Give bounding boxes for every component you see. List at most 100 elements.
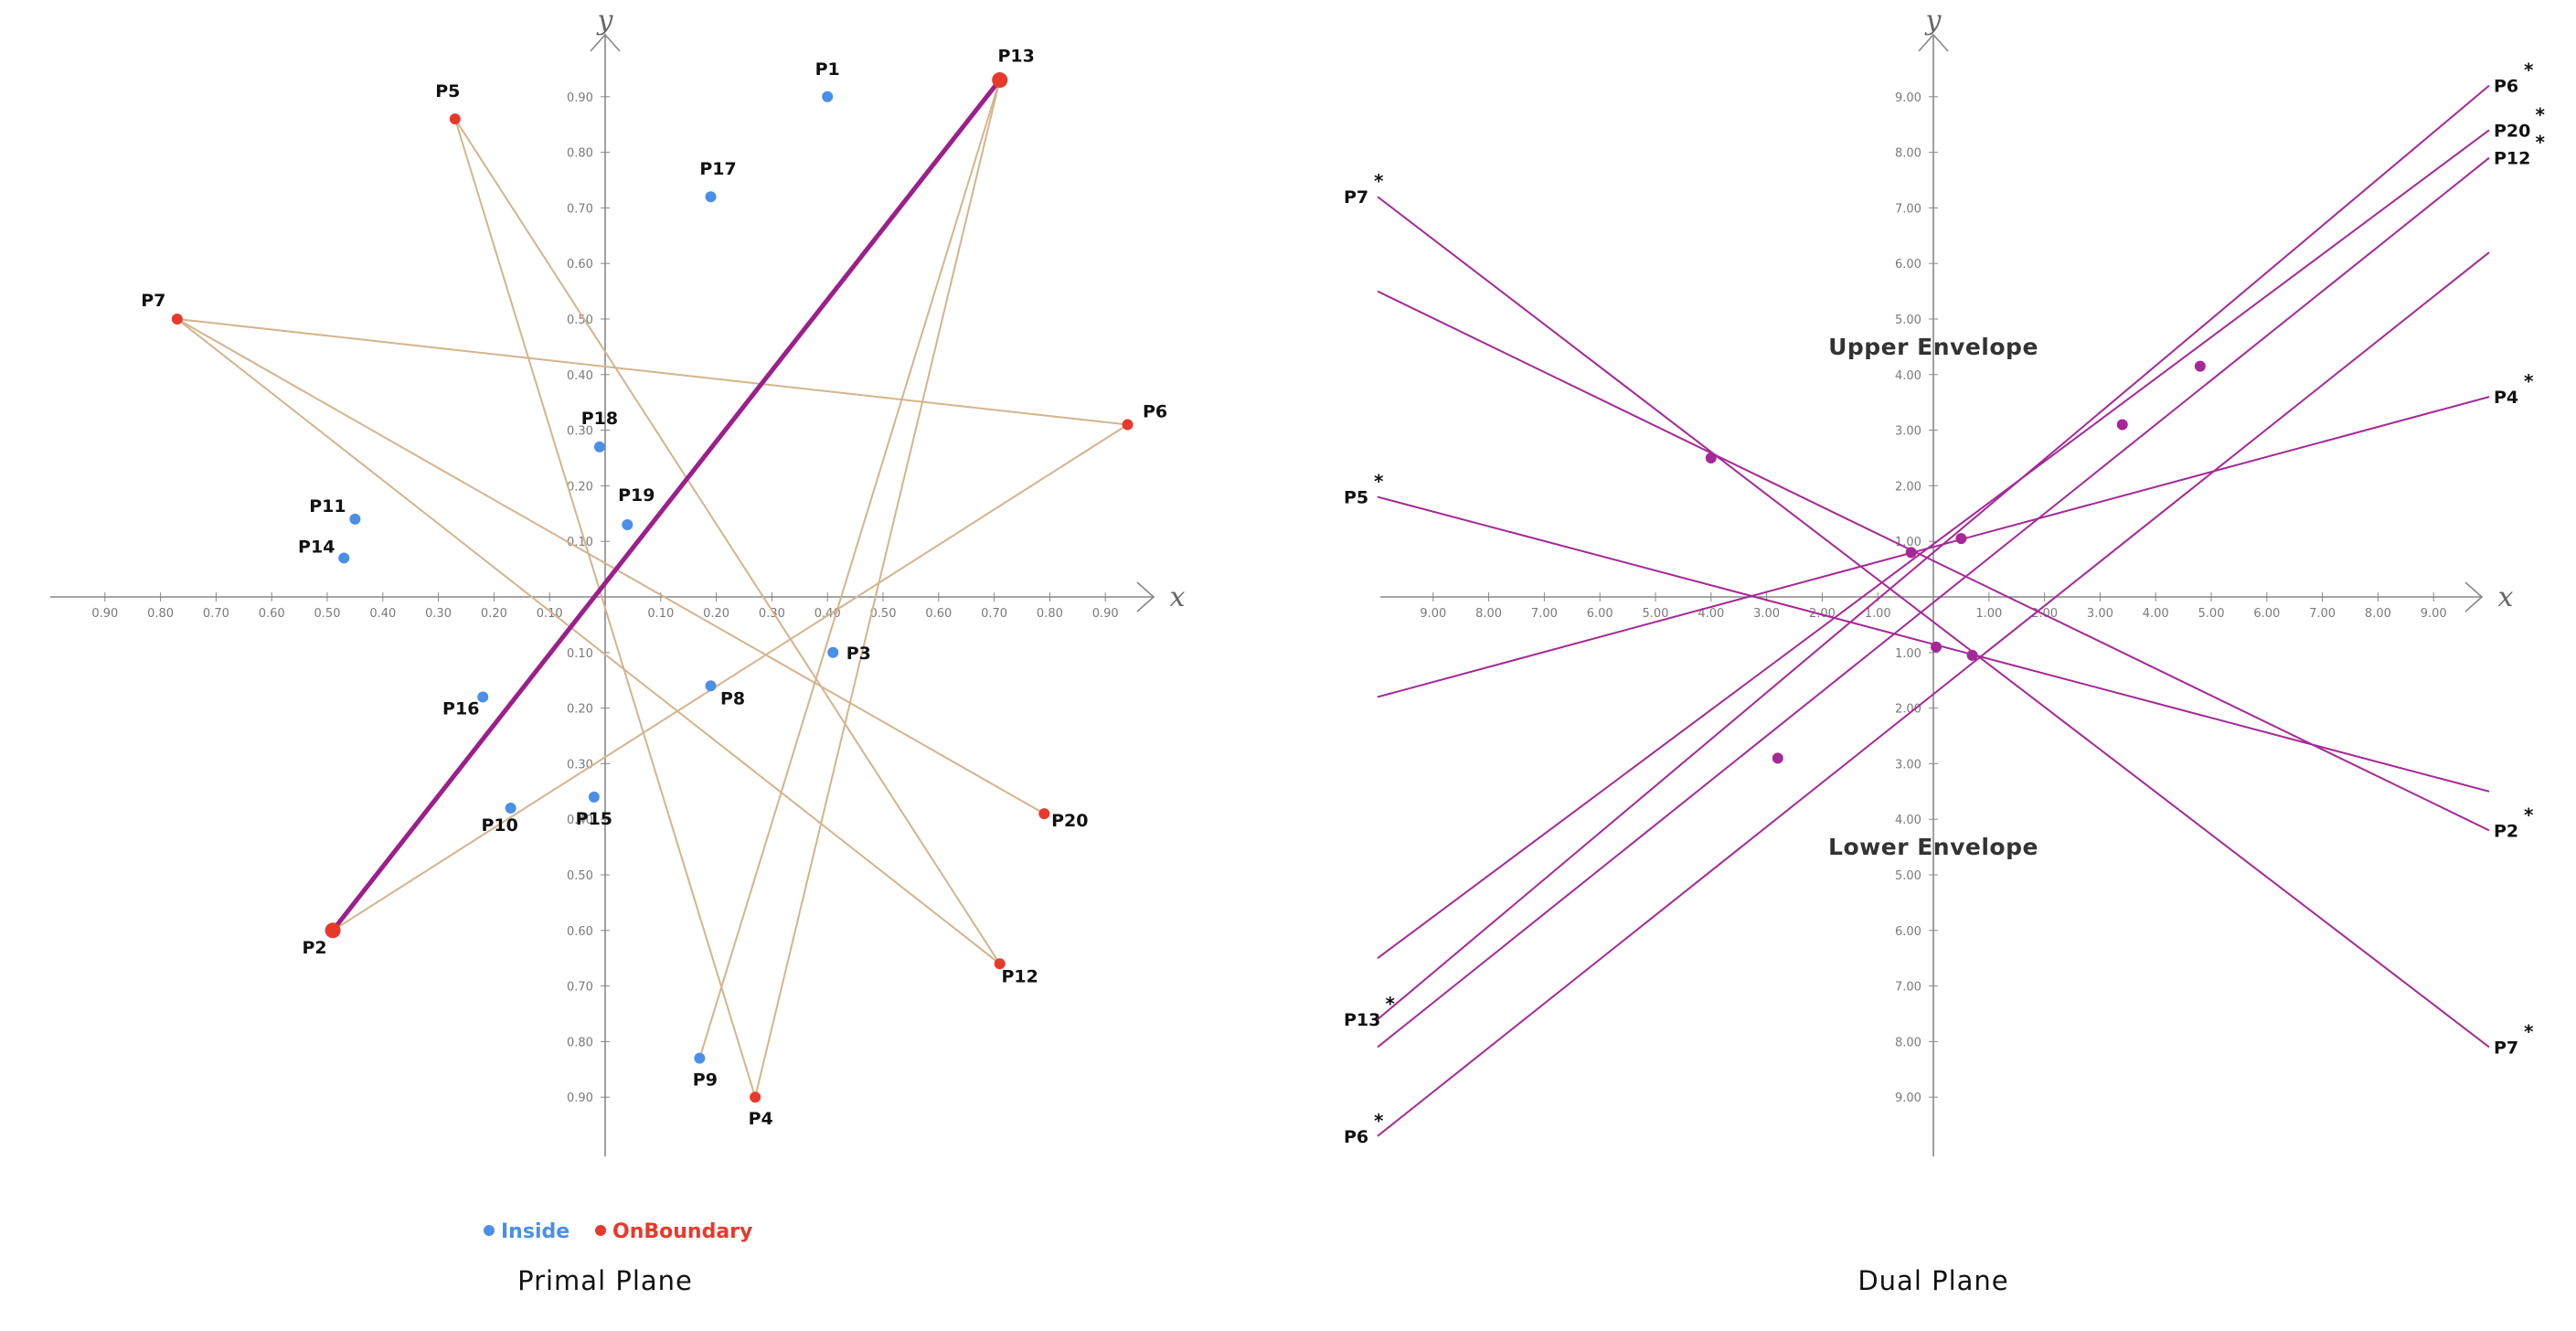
point-p7 bbox=[171, 314, 183, 325]
y-tick-label: 5.00 bbox=[1895, 314, 1921, 327]
dual-line-label-star: * bbox=[1374, 170, 1384, 192]
y-tick-label: 8.00 bbox=[1895, 1036, 1921, 1049]
point-label-p3: P3 bbox=[846, 644, 871, 664]
x-tick-label: 0.60 bbox=[925, 607, 952, 621]
point-label-p8: P8 bbox=[720, 688, 745, 708]
envelope-vertex-3 bbox=[2116, 419, 2128, 431]
x-tick-label: 0.30 bbox=[759, 607, 785, 621]
dual-line-label-p7-right: P7 bbox=[2494, 1038, 2518, 1058]
legend-inside-label: Inside bbox=[501, 1220, 569, 1243]
point-label-p2: P2 bbox=[303, 938, 327, 958]
envelope-vertex-4 bbox=[2194, 360, 2206, 372]
dual-line-label-star: * bbox=[1374, 1110, 1384, 1132]
primal-caption: Primal Plane bbox=[517, 1265, 693, 1296]
point-p19 bbox=[622, 518, 633, 530]
point-label-p16: P16 bbox=[442, 698, 479, 719]
point-p15 bbox=[588, 791, 600, 803]
y-tick-label: 7.00 bbox=[1895, 202, 1921, 216]
x-tick-label: 0.80 bbox=[147, 607, 174, 621]
point-label-p10: P10 bbox=[481, 815, 517, 836]
x-tick-label: 0.10 bbox=[647, 607, 674, 621]
y-tick-label: 9.00 bbox=[1895, 91, 1921, 105]
hull-edge-p5-p12 bbox=[453, 118, 1001, 964]
y-tick-label: 0.30 bbox=[567, 425, 593, 439]
y-tick-label: 5.00 bbox=[1895, 869, 1921, 883]
point-p11 bbox=[349, 513, 361, 525]
dual-line-0 bbox=[1377, 196, 2490, 1049]
dual-line-label-star: * bbox=[2524, 370, 2534, 392]
dual-line-label-p4-right: P4 bbox=[2494, 388, 2518, 408]
hull-edge-p7-p12 bbox=[176, 318, 1001, 965]
dual-line-5 bbox=[1377, 84, 2490, 1020]
y-tick-label: 9.00 bbox=[1895, 1091, 1921, 1105]
dual-line-label-star: * bbox=[2536, 103, 2546, 125]
y-tick-label: 2.00 bbox=[1895, 480, 1921, 494]
y-tick-label: 4.00 bbox=[1895, 814, 1921, 827]
y-tick-label: 6.00 bbox=[1895, 258, 1921, 272]
dual-line-1 bbox=[1377, 290, 2490, 832]
y-tick-label: 0.70 bbox=[567, 202, 593, 216]
dual-line-label-p2-right: P2 bbox=[2494, 821, 2518, 841]
point-p4 bbox=[750, 1091, 761, 1103]
dual-line-label-p5-left: P5 bbox=[1344, 488, 1368, 508]
y-axis-name: y bbox=[1924, 5, 1943, 37]
x-tick-label: 0.90 bbox=[91, 607, 118, 621]
y-tick-label: 4.00 bbox=[1895, 369, 1921, 383]
x-tick-label: 4.00 bbox=[2143, 607, 2169, 621]
x-tick-label: 0.30 bbox=[425, 607, 452, 621]
legend-boundary-label: OnBoundary bbox=[612, 1220, 752, 1243]
hull-edge-p6-p2 bbox=[332, 423, 1129, 932]
x-axis-arrow bbox=[2464, 581, 2484, 612]
point-p8 bbox=[705, 680, 717, 692]
dual-line-4 bbox=[1377, 129, 2490, 960]
point-label-p12: P12 bbox=[1001, 966, 1038, 986]
highlight-edge bbox=[331, 79, 1002, 932]
point-p18 bbox=[593, 441, 605, 453]
hull-edge-p5-p4 bbox=[453, 118, 757, 1098]
dual-line-7 bbox=[1377, 251, 2490, 1137]
y-tick-label: 0.90 bbox=[567, 91, 593, 105]
point-p12 bbox=[994, 958, 1006, 970]
point-label-p9: P9 bbox=[693, 1070, 718, 1091]
x-tick-label: 1.00 bbox=[1975, 607, 2002, 621]
point-label-p6: P6 bbox=[1143, 402, 1167, 422]
hull-edge-p13-p9 bbox=[698, 80, 1001, 1059]
point-p6 bbox=[1122, 419, 1134, 431]
x-tick-label: 0.90 bbox=[1092, 607, 1119, 621]
point-p3 bbox=[827, 646, 839, 658]
x-tick-label: 6.00 bbox=[2253, 607, 2280, 621]
envelope-vertex-0 bbox=[1705, 453, 1717, 463]
hull-edge-p7-p6 bbox=[176, 318, 1128, 426]
x-tick-label: 5.00 bbox=[1643, 607, 1669, 621]
point-label-p11: P11 bbox=[309, 496, 346, 516]
x-tick-label: 0.70 bbox=[981, 607, 1007, 621]
x-tick-label: 6.00 bbox=[1587, 607, 1613, 621]
envelope-vertex-1 bbox=[1905, 547, 1917, 559]
y-tick-label: 0.20 bbox=[567, 703, 593, 717]
x-tick-label: 9.00 bbox=[2421, 607, 2447, 621]
point-p16 bbox=[477, 691, 489, 703]
x-axis-name: x bbox=[2498, 581, 2514, 613]
point-p5 bbox=[449, 113, 461, 125]
point-p13 bbox=[992, 72, 1008, 89]
x-tick-label: 0.10 bbox=[537, 607, 563, 621]
dual-line-label-star: * bbox=[2524, 1020, 2534, 1042]
dual-line-label-star: * bbox=[1374, 471, 1384, 493]
dual-line-label-p20-right: P20 bbox=[2494, 121, 2530, 141]
x-tick-label: 7.00 bbox=[2309, 607, 2336, 621]
hull-edge-p13-p4 bbox=[754, 80, 1001, 1098]
point-label-p5: P5 bbox=[435, 81, 460, 101]
x-tick-label: 0.70 bbox=[203, 607, 229, 621]
envelope-vertex-7 bbox=[1772, 752, 1783, 764]
x-tick-label: 8.00 bbox=[2365, 607, 2391, 621]
primal-plane: x y 0.90 0.80 0.70 0.60 0.50 0.40 0.30 0.20 0.10 0.… bbox=[50, 5, 1186, 1156]
point-p2 bbox=[325, 922, 341, 939]
y-tick-label: 0.30 bbox=[567, 758, 593, 772]
y-tick-label: 0.40 bbox=[567, 369, 593, 383]
y-tick-label: 0.40 bbox=[567, 814, 593, 827]
point-label-p19: P19 bbox=[618, 485, 655, 506]
y-tick-label: 0.60 bbox=[567, 258, 593, 272]
x-tick-label: 0.20 bbox=[703, 607, 729, 621]
x-tick-label: 0.50 bbox=[314, 607, 341, 621]
